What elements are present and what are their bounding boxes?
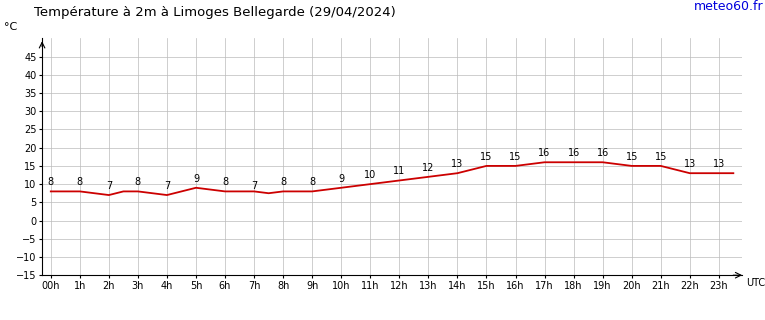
Text: °C: °C <box>4 22 17 32</box>
Text: 7: 7 <box>251 181 257 191</box>
Text: 13: 13 <box>684 159 696 169</box>
Text: 9: 9 <box>338 173 344 184</box>
Text: meteo60.fr: meteo60.fr <box>694 0 763 13</box>
Text: UTC: UTC <box>746 278 765 288</box>
Text: 8: 8 <box>76 177 83 187</box>
Text: 8: 8 <box>309 177 315 187</box>
Text: 7: 7 <box>106 181 112 191</box>
Text: 16: 16 <box>539 148 551 158</box>
Text: 13: 13 <box>451 159 464 169</box>
Text: Température à 2m à Limoges Bellegarde (29/04/2024): Température à 2m à Limoges Bellegarde (2… <box>34 6 396 19</box>
Text: 16: 16 <box>568 148 580 158</box>
Text: 8: 8 <box>135 177 141 187</box>
Text: 15: 15 <box>509 152 522 162</box>
Text: 9: 9 <box>193 173 199 184</box>
Text: 10: 10 <box>364 170 376 180</box>
Text: 11: 11 <box>393 166 405 176</box>
Text: 13: 13 <box>713 159 725 169</box>
Text: 15: 15 <box>480 152 493 162</box>
Text: 12: 12 <box>422 163 435 173</box>
Text: 8: 8 <box>222 177 228 187</box>
Text: 7: 7 <box>164 181 170 191</box>
Text: 8: 8 <box>47 177 54 187</box>
Text: 8: 8 <box>280 177 286 187</box>
Text: 15: 15 <box>626 152 638 162</box>
Text: 16: 16 <box>597 148 609 158</box>
Text: 15: 15 <box>655 152 667 162</box>
